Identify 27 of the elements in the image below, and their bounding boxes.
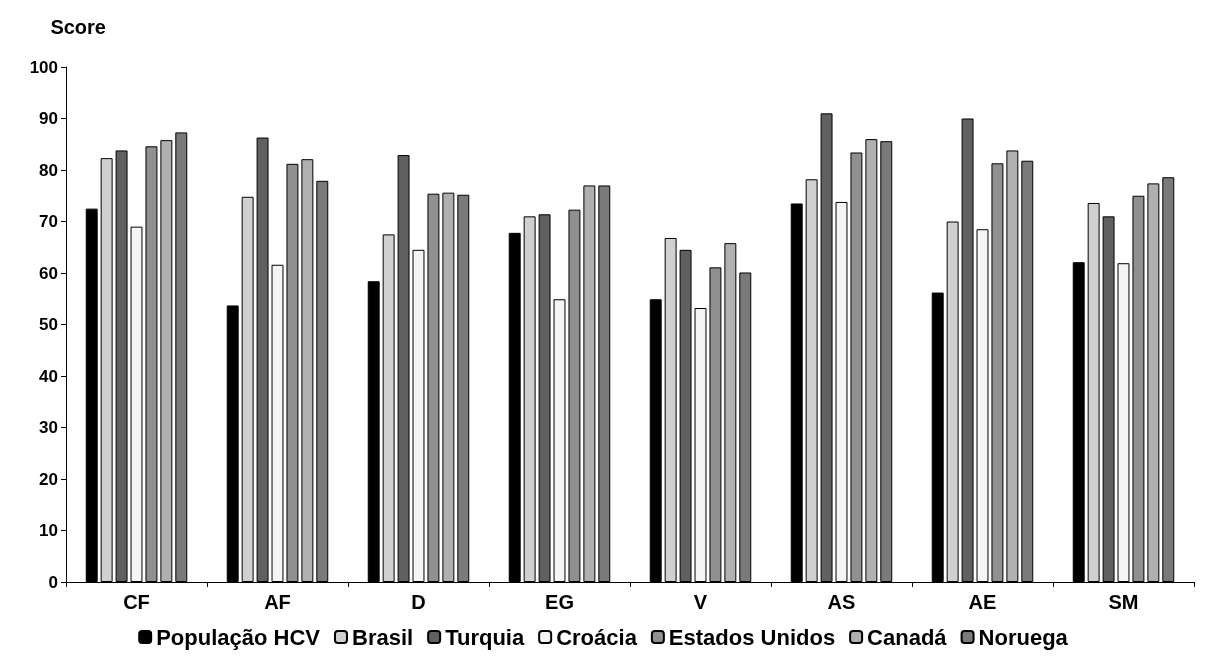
y-tick-label: 80 (39, 160, 58, 180)
legend-label: Estados Unidos (668, 624, 836, 650)
legend-label: Brasil (351, 624, 414, 650)
legend-label: Noruega (978, 624, 1069, 650)
x-tick-label: AS (827, 591, 856, 613)
x-tick-label: EG (545, 591, 574, 613)
x-tick-label: CF (123, 591, 150, 613)
x-tick-label: SM (1108, 591, 1139, 613)
y-tick-label: 70 (39, 212, 58, 231)
x-tick-label: V (693, 591, 708, 613)
legend-label: Turquia (445, 624, 525, 650)
x-tick-label: AE (968, 591, 997, 613)
y-tick-label: 50 (39, 315, 58, 334)
y-tick-label: 60 (39, 263, 58, 283)
x-tick-label: D (411, 591, 426, 613)
legend-label: População HCV (156, 624, 321, 650)
x-tick-label: AF (264, 591, 291, 613)
y-tick-label: 30 (39, 418, 58, 437)
y-tick-label: 20 (39, 469, 58, 489)
y-tick-label: 10 (39, 521, 58, 540)
legend-label: Canadá (867, 624, 948, 650)
y-axis-title: Score (50, 16, 106, 38)
y-tick-label: 100 (29, 57, 58, 77)
legend-label: Croácia (556, 624, 638, 650)
y-tick-label: 90 (39, 109, 58, 128)
y-tick-label: 40 (39, 366, 58, 386)
y-tick-label: 0 (48, 572, 58, 592)
